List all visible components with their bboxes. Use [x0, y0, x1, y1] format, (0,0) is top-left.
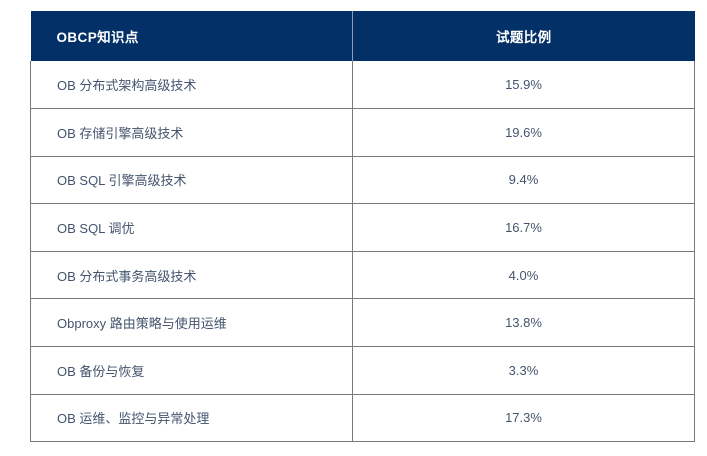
cell-topic: OB SQL 调优: [30, 203, 353, 252]
table-row: OB SQL 调优 16.7%: [30, 203, 695, 252]
table-body: OB 分布式架构高级技术 15.9% OB 存储引擎高级技术 19.6% OB …: [30, 61, 695, 443]
cell-ratio: 3.3%: [352, 346, 695, 395]
table-row: OB SQL 引擎高级技术 9.4%: [30, 156, 695, 205]
column-header-ratio: 试题比例: [352, 11, 695, 61]
cell-ratio: 16.7%: [352, 203, 695, 252]
cell-topic: OB 分布式事务高级技术: [30, 251, 353, 300]
table-header: OBCP知识点 试题比例: [30, 11, 695, 61]
cell-ratio: 15.9%: [352, 61, 695, 110]
cell-ratio: 13.8%: [352, 298, 695, 348]
table-row: OB 备份与恢复 3.3%: [30, 346, 695, 395]
table-row: OB 分布式事务高级技术 4.0%: [30, 251, 695, 300]
cell-topic: OB SQL 引擎高级技术: [30, 156, 353, 205]
cell-topic: OB 存储引擎高级技术: [30, 108, 353, 157]
cell-ratio: 9.4%: [352, 156, 695, 205]
table-row: OB 分布式架构高级技术 15.9%: [30, 61, 695, 110]
table-row: OB 存储引擎高级技术 19.6%: [30, 108, 695, 157]
cell-ratio: 19.6%: [352, 108, 695, 157]
column-header-topic: OBCP知识点: [30, 11, 353, 61]
cell-topic: Obproxy 路由策略与使用运维: [30, 298, 353, 348]
cell-ratio: 4.0%: [352, 251, 695, 300]
cell-topic: OB 备份与恢复: [30, 346, 353, 395]
table-row: Obproxy 路由策略与使用运维 13.8%: [30, 298, 695, 348]
cell-topic: OB 分布式架构高级技术: [30, 61, 353, 110]
cell-ratio: 17.3%: [352, 394, 695, 443]
table-row: OB 运维、监控与异常处理 17.3%: [30, 394, 695, 443]
cell-topic: OB 运维、监控与异常处理: [30, 394, 353, 443]
table-header-row: OBCP知识点 试题比例: [30, 11, 695, 61]
obcp-exam-weighting-table: OBCP知识点 试题比例 OB 分布式架构高级技术 15.9% OB 存储引擎高…: [30, 11, 695, 443]
